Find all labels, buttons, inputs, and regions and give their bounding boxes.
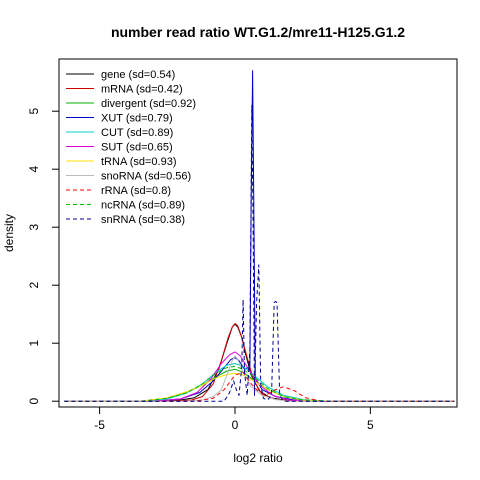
series-line xyxy=(64,355,455,402)
x-tick-label: -5 xyxy=(94,418,105,432)
series-lines xyxy=(64,70,455,402)
legend-entry: tRNA (sd=0.93) xyxy=(101,156,177,168)
y-tick-label: 5 xyxy=(27,108,41,115)
x-axis: -5 0 5 xyxy=(94,407,374,432)
series-line xyxy=(64,371,455,402)
legend-entry: CUT (sd=0.89) xyxy=(101,127,173,139)
y-tick-label: 1 xyxy=(27,340,41,347)
series-line xyxy=(64,323,455,402)
y-axis-label: density xyxy=(2,214,16,252)
y-tick-label: 4 xyxy=(27,166,41,173)
x-tick-label: 0 xyxy=(232,418,239,432)
legend-entry: snoRNA (sd=0.56) xyxy=(101,171,191,183)
y-axis: 0 1 2 3 4 5 xyxy=(27,108,59,405)
x-tick-label: 5 xyxy=(367,418,374,432)
x-axis-label: log2 ratio xyxy=(233,451,283,465)
legend-entry: ncRNA (sd=0.89) xyxy=(101,200,185,212)
y-tick-label: 2 xyxy=(27,282,41,289)
legend-entry: mRNA (sd=0.42) xyxy=(101,84,183,96)
series-line xyxy=(64,351,455,402)
legend-entry: snRNA (sd=0.38) xyxy=(101,214,185,226)
y-tick-label: 3 xyxy=(27,224,41,231)
series-line xyxy=(64,363,455,402)
legend-entry: XUT (sd=0.79) xyxy=(101,113,173,125)
y-tick-label: 0 xyxy=(27,398,41,405)
legend-entry: divergent (sd=0.92) xyxy=(101,98,196,110)
legend-entry: SUT (sd=0.65) xyxy=(101,142,173,154)
plot-frame xyxy=(58,58,458,408)
series-line xyxy=(64,372,455,402)
legend-entry: rRNA (sd=0.8) xyxy=(101,185,171,197)
series-line xyxy=(64,104,455,402)
legend: gene (sd=0.54) mRNA (sd=0.42) divergent (s… xyxy=(66,69,196,226)
legend-entry: gene (sd=0.54) xyxy=(101,69,175,81)
chart-title: number read ratio WT.G1.2/mre11-H125.G1.… xyxy=(111,24,405,40)
